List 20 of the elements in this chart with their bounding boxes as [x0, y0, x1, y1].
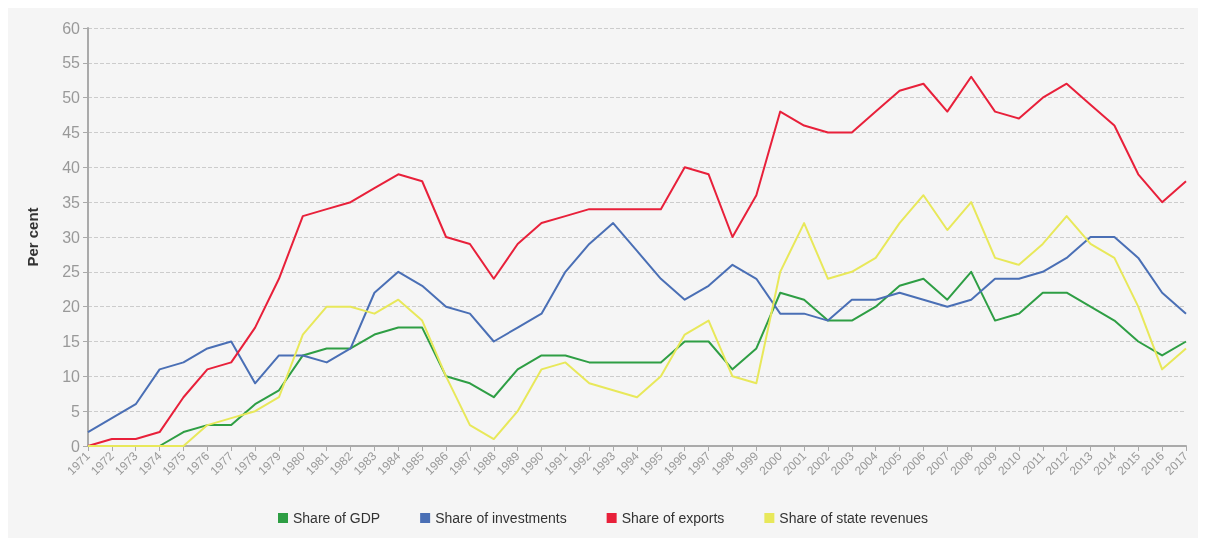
line-series	[158, 270, 1187, 447]
legend-label: Share of exports	[621, 510, 725, 526]
y-tick-label: 35	[62, 193, 81, 211]
y-tick-label: 15	[62, 333, 81, 350]
line-series	[87, 222, 1187, 434]
y-tick-label: 0	[71, 437, 81, 455]
y-tick-label: 25	[62, 263, 81, 281]
y-tick-label: 45	[62, 124, 81, 141]
y-tick-label: 55	[62, 54, 81, 72]
legend-label: Share of state revenues	[779, 510, 929, 526]
y-tick-label: 20	[62, 298, 81, 316]
y-tick-label: 60	[62, 19, 81, 37]
legend-label: Share of GDP	[292, 510, 381, 526]
y-tick-label: 50	[62, 89, 81, 107]
y-tick-label: 40	[62, 158, 81, 176]
y-axis-title: Per cent	[24, 207, 41, 267]
y-tick-label: 30	[62, 228, 81, 246]
legend-label: Share of investments	[435, 510, 567, 526]
y-tick-label: 10	[62, 367, 81, 385]
y-tick-label: 5	[71, 402, 81, 420]
